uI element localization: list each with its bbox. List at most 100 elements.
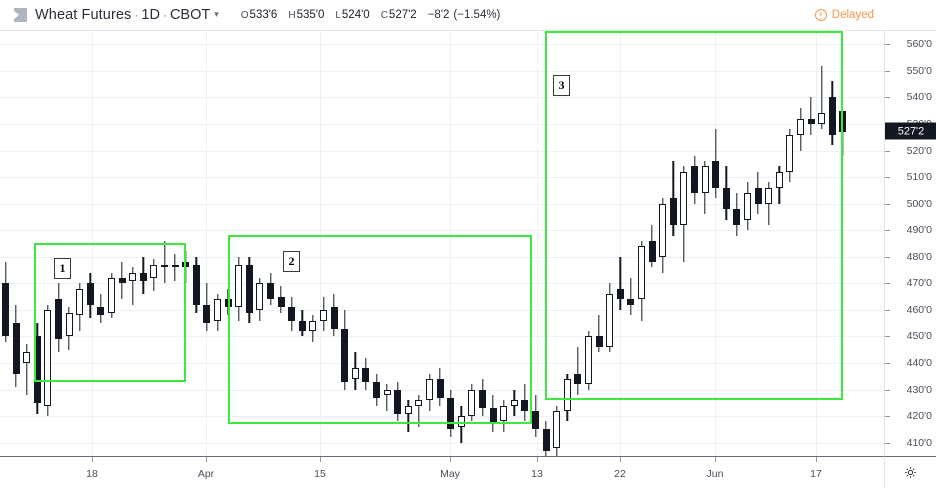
candlestick <box>394 31 402 456</box>
time-tick-mark <box>320 457 321 462</box>
candle-body-down <box>394 389 402 414</box>
annotation-label-2[interactable]: 2 <box>283 251 300 272</box>
chevron-down-icon[interactable]: ▾ <box>214 8 219 19</box>
current-price-tag: 527'2 <box>885 122 936 140</box>
candle-body-down <box>86 283 94 305</box>
price-tick-mark <box>885 230 890 232</box>
annotation-label-3[interactable]: 3 <box>553 75 570 96</box>
price-tick-mark <box>885 177 890 179</box>
time-tick-mark <box>620 457 621 462</box>
candlestick <box>351 31 359 456</box>
candle-body-up <box>500 405 508 422</box>
candlestick <box>65 31 73 456</box>
candle-body-down <box>277 296 285 308</box>
candlestick <box>457 31 465 456</box>
price-change: −8'2 <box>427 9 450 21</box>
candlestick <box>563 31 571 456</box>
price-tick-mark <box>885 442 890 444</box>
time-tick-mark <box>537 457 538 462</box>
vertical-gridline <box>537 31 538 456</box>
candle-body-up <box>351 368 359 379</box>
candle-body-down <box>192 264 200 305</box>
candle-body-down <box>595 336 603 348</box>
time-axis[interactable]: 18 Apr 15 May 13 22 Jun 17 <box>0 456 884 488</box>
candlestick <box>712 31 720 456</box>
annotation-rectangle-3[interactable] <box>545 31 843 400</box>
horizontal-gridline <box>0 203 884 205</box>
price-tick-mark <box>885 150 890 152</box>
candle-body-up <box>383 389 391 395</box>
candlestick <box>171 31 179 456</box>
candlestick <box>76 31 84 456</box>
candle-body-down <box>712 161 720 188</box>
candle-body-up <box>638 246 645 300</box>
time-tick-mark <box>206 457 207 462</box>
price-tick-mark <box>885 309 890 311</box>
ohlc-key: H <box>288 10 296 21</box>
price-tick-label: 420'0 <box>906 410 932 423</box>
price-tick-mark <box>885 203 890 205</box>
candle-body-down <box>373 381 380 398</box>
candlestick <box>256 31 264 456</box>
candle-body-down <box>574 373 582 385</box>
chart-plot-area[interactable]: 1 2 3 <box>0 31 884 456</box>
candle-wick <box>131 267 134 305</box>
candle-body-up <box>150 264 158 279</box>
candlestick <box>108 31 115 456</box>
candlestick <box>807 31 815 456</box>
candle-wick <box>418 394 420 427</box>
candlestick <box>510 31 518 456</box>
symbol-selector[interactable]: Wheat Futures · 1D · CBOT ▾ <box>14 7 219 23</box>
candlestick <box>627 31 635 456</box>
candlestick <box>298 31 306 456</box>
ohlc-l: L 524'0 <box>335 9 369 21</box>
chart-settings-button[interactable] <box>884 456 936 488</box>
ohlc-value: 527'2 <box>388 9 417 21</box>
price-tick-label: 450'0 <box>906 330 932 343</box>
candlestick <box>44 31 52 456</box>
candlestick <box>574 31 582 456</box>
candle-body-up <box>606 293 614 348</box>
status-badge-label: Delayed <box>831 9 874 21</box>
candle-body-up <box>415 400 423 406</box>
price-axis[interactable]: 560'0550'0540'0530'0520'0510'0500'0490'0… <box>884 31 936 456</box>
interval-label[interactable]: 1D <box>141 7 160 23</box>
price-tick-label: 540'0 <box>906 91 932 104</box>
time-tick-mark <box>816 457 817 462</box>
horizontal-gridline <box>0 177 884 179</box>
price-tick-mark <box>885 389 890 391</box>
candlestick <box>404 31 412 456</box>
price-tick-mark <box>885 70 890 72</box>
ohlc-value: 535'0 <box>296 9 325 21</box>
candlestick <box>754 31 762 456</box>
vertical-gridline <box>206 31 207 456</box>
annotation-label-1[interactable]: 1 <box>54 258 71 279</box>
candlestick <box>701 31 709 456</box>
candle-body-up <box>744 193 751 220</box>
annotation-rectangle-2[interactable] <box>228 235 532 424</box>
candlestick <box>23 31 31 456</box>
candlestick <box>55 31 62 456</box>
price-tick-label: 510'0 <box>906 171 932 184</box>
horizontal-gridline <box>0 442 884 444</box>
candle-body-down <box>691 166 698 194</box>
time-tick-label: Jun <box>706 468 724 480</box>
price-tick-label: 520'0 <box>906 144 932 157</box>
ohlc-key: O <box>240 10 249 21</box>
candle-body-down <box>532 410 539 430</box>
candlestick <box>553 31 561 456</box>
price-tick-mark <box>885 336 890 338</box>
ohlc-h: H 535'0 <box>288 9 324 21</box>
candle-body-down <box>542 429 550 451</box>
exchange-label[interactable]: CBOT <box>169 7 211 23</box>
horizontal-gridline <box>0 416 884 418</box>
candle-wick <box>820 65 823 130</box>
candle-body-down <box>616 288 624 300</box>
candlestick <box>415 31 423 456</box>
time-tick-mark <box>92 457 93 462</box>
candlestick <box>680 31 688 456</box>
annotation-rectangle-1[interactable] <box>34 243 186 382</box>
candle-body-down <box>139 272 147 281</box>
price-tick-mark <box>885 416 890 418</box>
candlestick <box>362 31 370 456</box>
